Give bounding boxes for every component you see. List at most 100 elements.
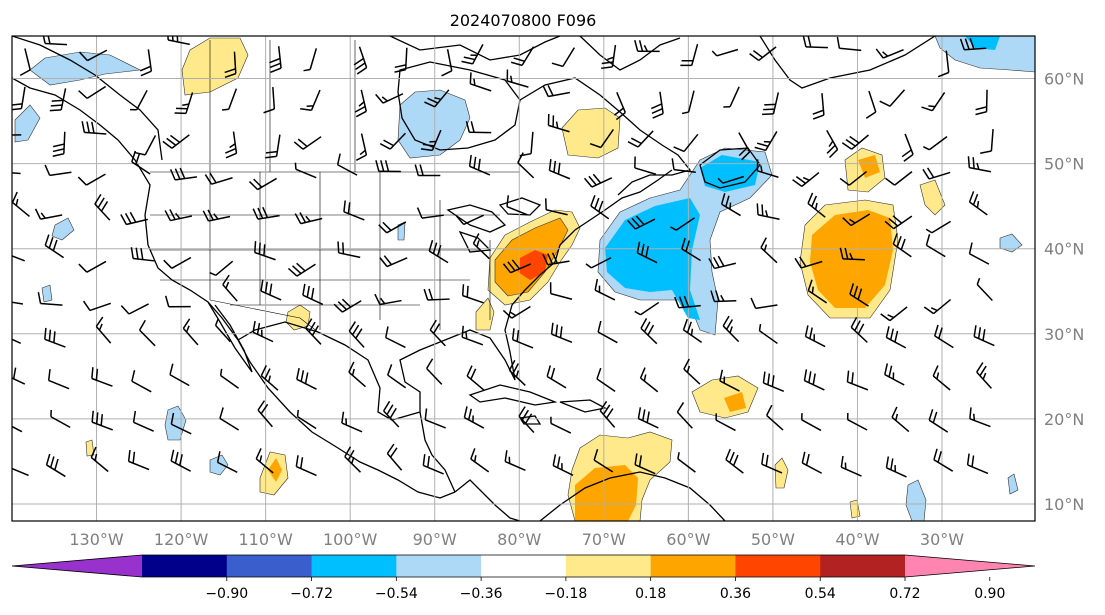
wind-barb xyxy=(959,38,987,51)
wind-barb xyxy=(682,318,703,343)
wind-barb xyxy=(676,402,693,429)
wind-barb xyxy=(717,175,745,184)
lon-tick-label: 30°W xyxy=(920,530,964,549)
colorbar-swatch xyxy=(650,555,736,577)
anomaly-negative-alaska-2 xyxy=(14,104,41,143)
wind-barb xyxy=(44,234,65,259)
colorbar-tick-label: −0.54 xyxy=(375,586,418,602)
wind-barb xyxy=(353,46,368,75)
wind-barb xyxy=(836,36,862,52)
colorbar-tick-label: −0.36 xyxy=(460,586,503,602)
wind-barb xyxy=(466,365,485,391)
wind-barb xyxy=(472,233,490,260)
lon-tick-label: 120°W xyxy=(154,530,209,549)
wind-barb xyxy=(627,130,654,148)
lat-tick-label: 20°N xyxy=(1044,410,1084,429)
wind-barb xyxy=(91,367,113,387)
wind-barb xyxy=(738,132,751,161)
wind-barb xyxy=(296,367,317,390)
lon-tick-label: 60°W xyxy=(666,530,710,549)
wind-barb xyxy=(303,48,318,72)
wind-barb xyxy=(12,467,29,477)
wind-barb xyxy=(826,129,839,159)
wind-barb xyxy=(257,400,273,428)
wind-barb xyxy=(637,407,659,429)
wind-barb xyxy=(441,49,453,77)
wind-barb xyxy=(378,221,407,234)
wind-barb xyxy=(803,369,825,391)
wind-barb xyxy=(839,247,865,261)
wind-barb xyxy=(722,315,740,343)
wind-barb xyxy=(504,450,526,471)
wind-barb xyxy=(966,453,989,475)
wind-barb xyxy=(468,154,491,176)
wind-barb xyxy=(683,358,701,385)
wind-barb xyxy=(708,255,737,270)
wind-barb xyxy=(976,277,993,302)
anomaly-positive-small-pacific xyxy=(85,439,95,457)
wind-barb xyxy=(269,46,282,73)
wind-barb xyxy=(885,171,913,186)
wind-barb xyxy=(139,49,153,77)
wind-barb xyxy=(204,172,233,185)
anomaly-negative-atlantic-core xyxy=(605,198,700,320)
wind-barb xyxy=(287,262,316,277)
wind-barb xyxy=(807,279,828,304)
anomaly-positive-small-1 xyxy=(919,179,946,216)
wind-barb xyxy=(164,295,191,308)
wind-barb xyxy=(839,170,868,186)
wind-barb xyxy=(348,361,366,388)
wind-barb xyxy=(50,409,71,429)
wind-barb xyxy=(846,370,869,391)
wind-barb xyxy=(681,90,695,115)
anomaly-shading xyxy=(14,36,1035,521)
wind-barb xyxy=(12,338,22,344)
wind-barb xyxy=(300,89,321,112)
wind-barb xyxy=(383,400,400,428)
longitude-labels: 130°W 120°W 110°W 100°W 90°W 80°W 70°W 60°W 50°W… xyxy=(69,530,964,549)
colorbar xyxy=(11,554,1036,578)
wind-barb xyxy=(597,320,618,344)
wind-barb xyxy=(677,452,696,473)
wind-barb xyxy=(424,89,450,108)
wind-barb xyxy=(130,247,156,262)
wind-barb xyxy=(78,260,107,273)
colorbar-swatch xyxy=(311,555,397,577)
wind-barb xyxy=(879,89,906,107)
lon-tick-label: 70°W xyxy=(582,530,626,549)
anomaly-positive-northeast-core xyxy=(858,155,880,178)
wind-barb xyxy=(599,400,616,428)
wind-barb xyxy=(762,92,780,116)
lat-tick-label: 40°N xyxy=(1044,240,1084,259)
wind-barb xyxy=(804,325,826,348)
wind-barb xyxy=(865,90,877,119)
wind-barb xyxy=(260,365,279,391)
wind-barb xyxy=(596,367,616,393)
wind-barb xyxy=(252,320,274,343)
wind-barb xyxy=(719,369,740,392)
wind-barb xyxy=(120,303,149,315)
wind-barb xyxy=(723,86,740,108)
wind-barb xyxy=(550,322,573,344)
wind-barb xyxy=(12,86,26,111)
wind-barb xyxy=(42,36,68,46)
anomaly-negative-pacific-2 xyxy=(51,217,75,241)
wind-barb xyxy=(511,328,534,349)
wind-barb xyxy=(77,173,106,186)
wind-barb xyxy=(761,452,783,474)
lon-tick-label: 80°W xyxy=(497,530,541,549)
wind-barb xyxy=(120,211,148,226)
wind-barb xyxy=(670,217,695,231)
wind-barb xyxy=(130,89,148,111)
wind-barb xyxy=(82,300,112,312)
colorbar-tick-label: −0.18 xyxy=(544,586,587,602)
wind-barb xyxy=(710,290,737,303)
wind-barb xyxy=(423,288,450,301)
wind-barb xyxy=(219,368,239,389)
wind-barb xyxy=(95,316,112,344)
wind-barbs xyxy=(12,36,995,478)
wind-barb xyxy=(94,193,111,221)
colorbar-swatch xyxy=(226,555,313,577)
wind-barb xyxy=(933,448,954,472)
wind-barb xyxy=(164,209,193,222)
